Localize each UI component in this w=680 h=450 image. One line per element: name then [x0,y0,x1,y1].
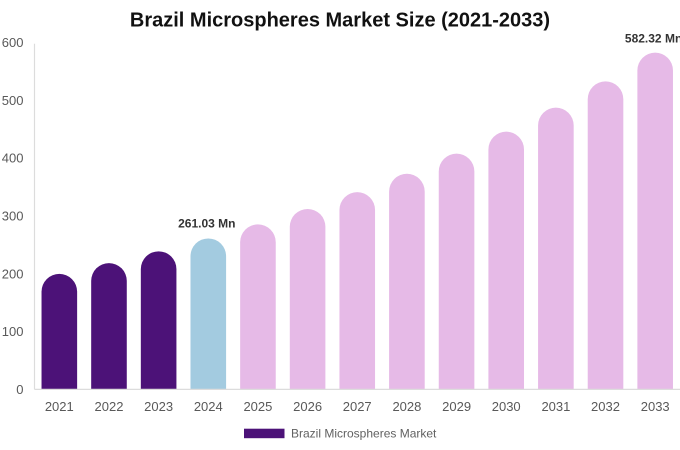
svg-text:Brazil Microspheres Market: Brazil Microspheres Market [291,427,437,441]
svg-text:2031: 2031 [541,399,570,414]
svg-text:2027: 2027 [343,399,372,414]
svg-text:2022: 2022 [95,399,124,414]
svg-text:400: 400 [2,151,24,166]
svg-text:2032: 2032 [591,399,620,414]
svg-text:2021: 2021 [45,399,74,414]
svg-text:0: 0 [16,382,23,397]
svg-text:Brazil Microspheres Market Siz: Brazil Microspheres Market Size (2021-20… [130,10,550,32]
svg-text:2026: 2026 [293,399,322,414]
svg-text:600: 600 [2,35,24,50]
svg-text:2024: 2024 [194,399,223,414]
svg-text:2028: 2028 [392,399,421,414]
svg-text:2025: 2025 [243,399,272,414]
svg-text:300: 300 [2,209,24,224]
svg-text:500: 500 [2,93,24,108]
svg-text:2029: 2029 [442,399,471,414]
svg-text:2030: 2030 [492,399,521,414]
svg-text:200: 200 [2,266,24,281]
svg-text:582.32 Mn: 582.32 Mn [625,31,680,45]
svg-text:2023: 2023 [144,399,173,414]
svg-text:2033: 2033 [641,399,670,414]
svg-text:100: 100 [2,324,24,339]
svg-text:261.03 Mn: 261.03 Mn [178,217,235,231]
